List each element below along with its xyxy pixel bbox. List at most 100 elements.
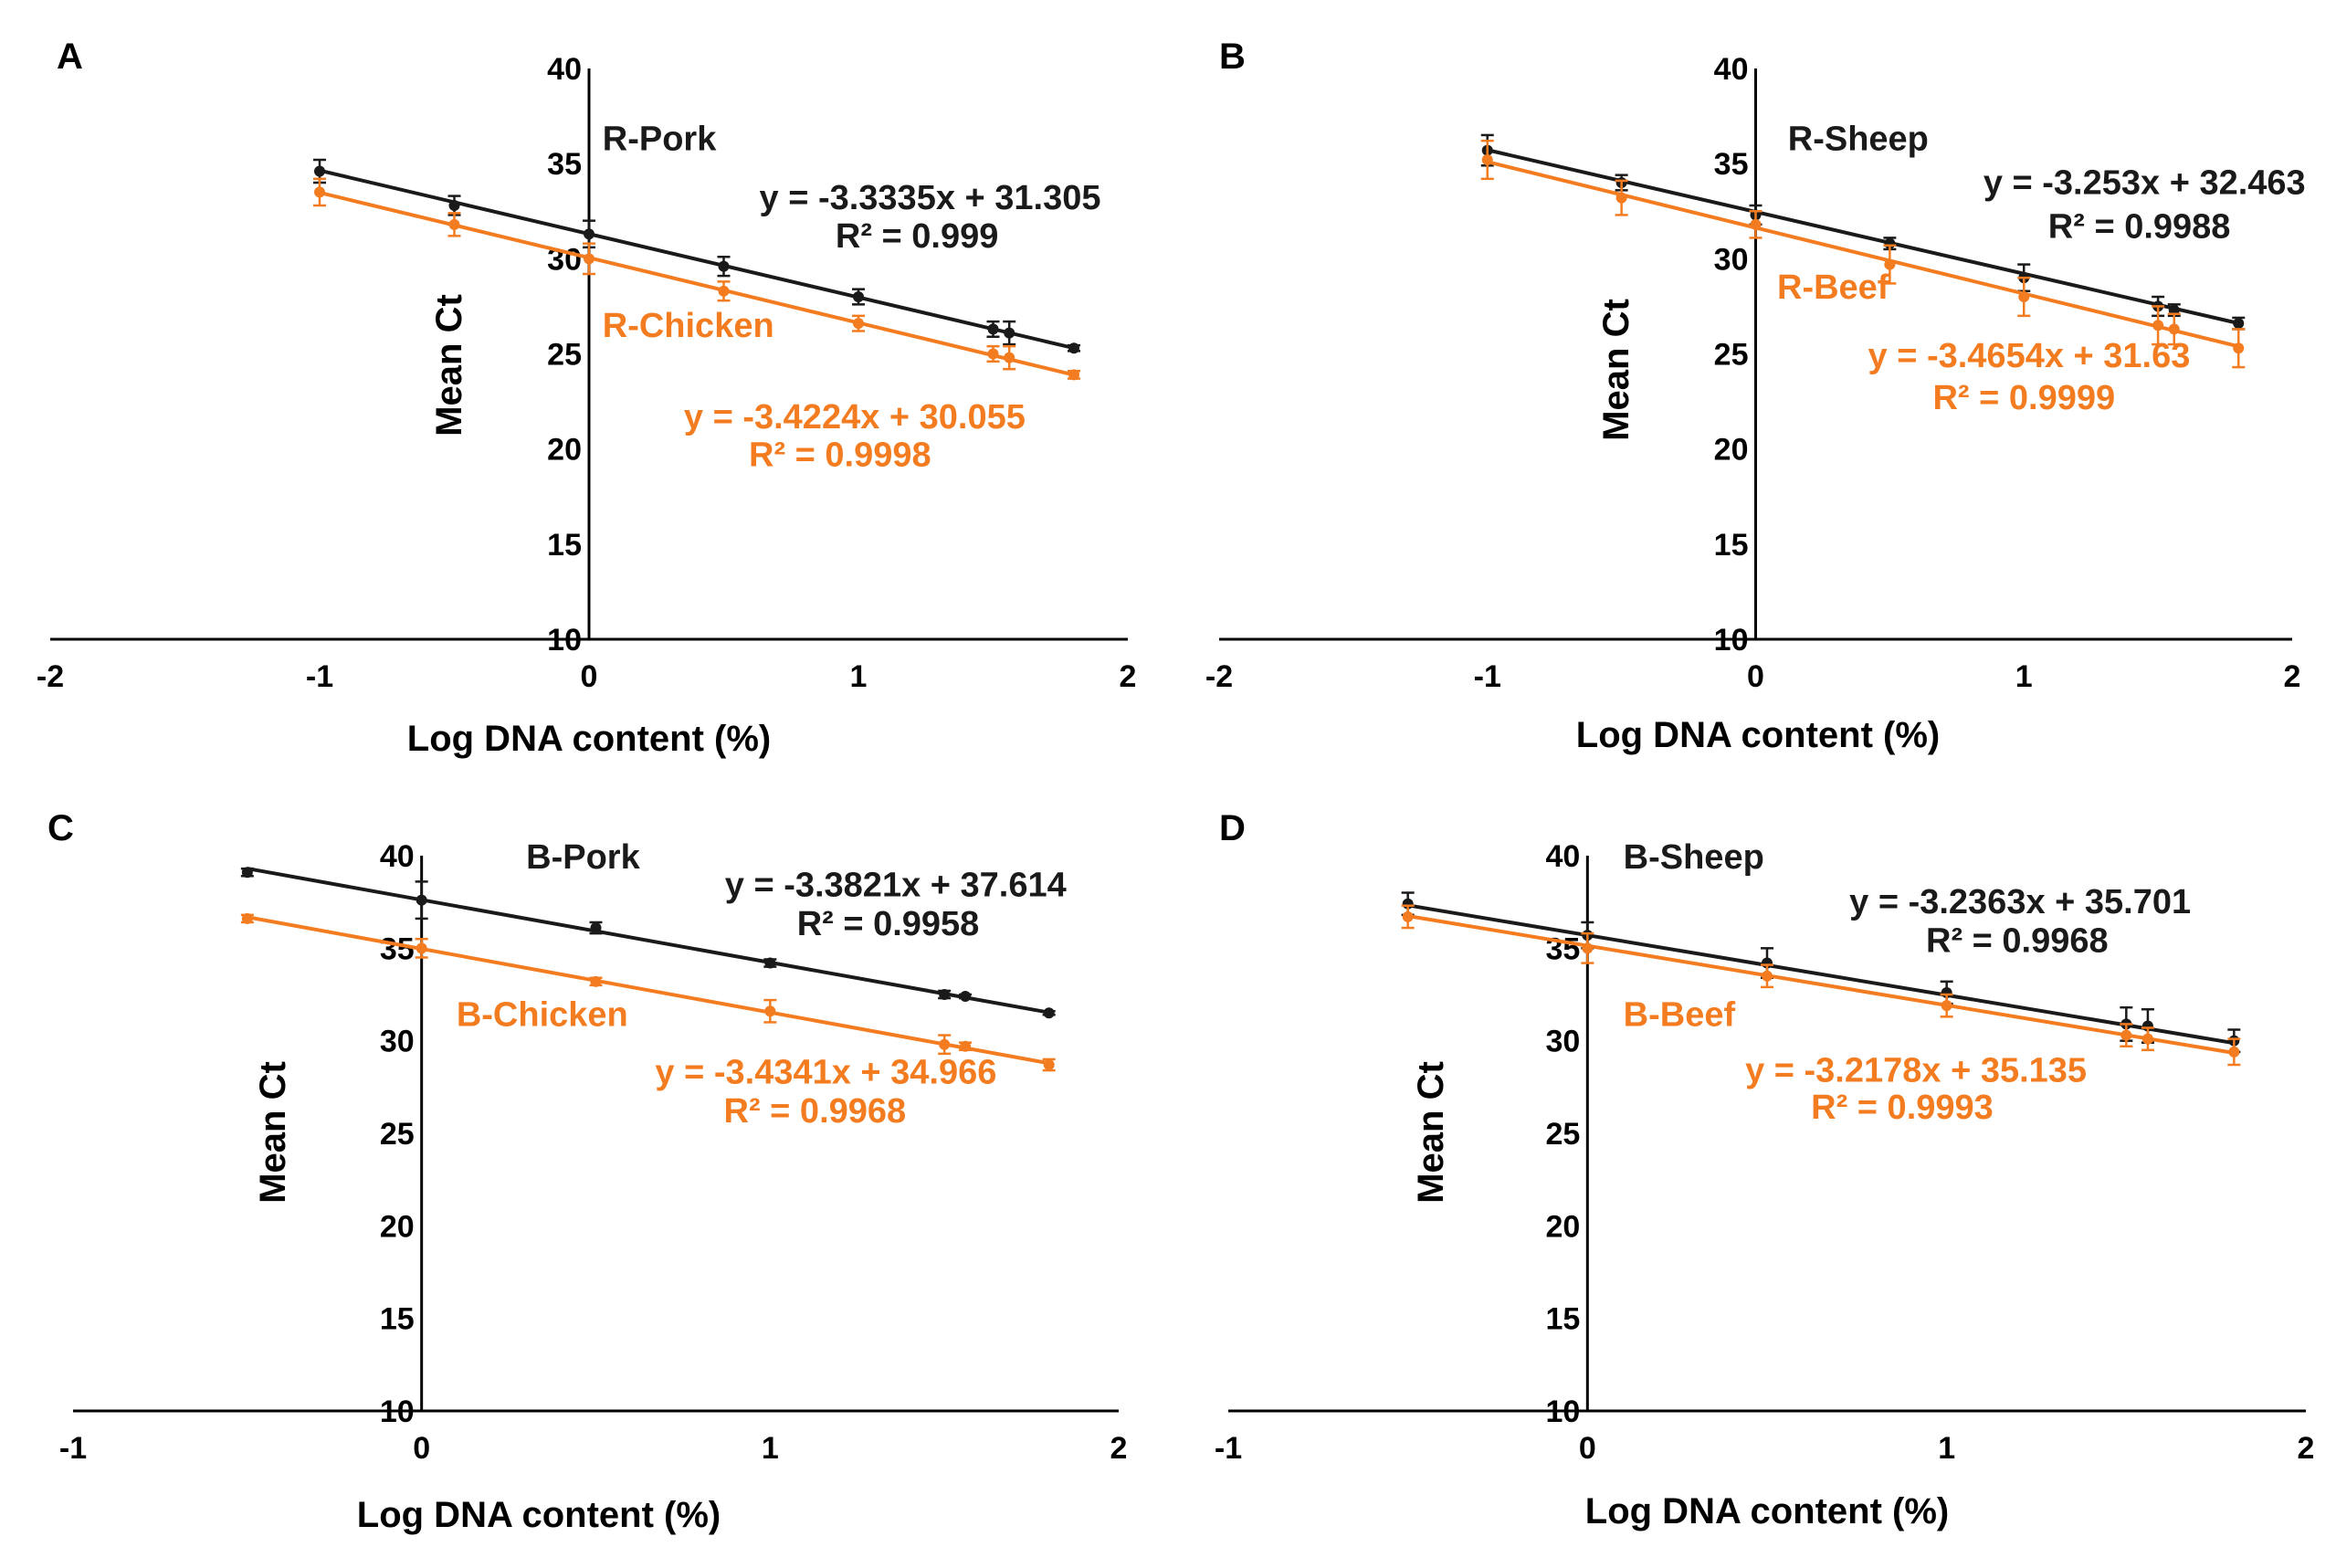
b-beef-marker xyxy=(2141,1033,2153,1045)
panel-d-letter: D xyxy=(1219,808,1246,848)
b-chicken-marker xyxy=(416,942,427,954)
r-beef-data-point xyxy=(1883,244,1897,285)
panel-b-x-tick-label: -2 xyxy=(1205,659,1233,694)
b-pork-marker xyxy=(939,989,951,1000)
b-chicken-data-point xyxy=(938,1034,952,1056)
b-chicken-marker xyxy=(241,912,253,924)
r-pork-marker xyxy=(1004,327,1015,339)
panel-c-y-tick-label: 20 xyxy=(380,1209,415,1244)
panel-b-y-tick-label: 15 xyxy=(1714,528,1749,563)
b-chicken-data-point xyxy=(1042,1058,1056,1072)
panel-a-y-tick-label: 20 xyxy=(547,433,582,468)
panel-c-y-tick-label: 25 xyxy=(380,1117,415,1152)
b-beef-data-point xyxy=(1581,931,1594,964)
b-chicken-r-squared: R² = 0.9968 xyxy=(724,1092,907,1131)
r-sheep-series-label: R-Sheep xyxy=(1788,121,1929,159)
panel-d-y-tick-label: 10 xyxy=(1546,1394,1581,1429)
b-pork-marker xyxy=(960,991,972,1003)
r-pork-trendline xyxy=(319,168,1075,351)
panel-c-x-tick-label: -1 xyxy=(59,1431,87,1466)
panel-c: C Log DNA content (%) Mean Ct -1 0 1 2 10 15 2… xyxy=(47,808,1127,1535)
panel-c-x-axis-title: Log DNA content (%) xyxy=(357,1495,721,1535)
b-pork-marker xyxy=(590,922,602,934)
b-beef-data-point xyxy=(1401,904,1415,930)
panel-a-y-tick-label: 35 xyxy=(547,147,582,182)
r-pork-data-point xyxy=(986,320,1000,338)
b-beef-marker xyxy=(1582,942,1594,954)
b-chicken-data-point xyxy=(589,975,603,987)
r-chicken-series-label: R-Chicken xyxy=(603,307,774,345)
r-beef-data-point xyxy=(2167,312,2181,346)
panel-a-x-tick-label: -2 xyxy=(37,659,64,694)
panel-d-y-tick-label: 15 xyxy=(1546,1302,1581,1337)
r-chicken-marker xyxy=(584,253,595,265)
b-beef-r-squared: R² = 0.9993 xyxy=(1811,1089,1994,1127)
panel-c-y-tick-label: 35 xyxy=(380,931,415,966)
r-chicken-marker xyxy=(987,348,999,360)
r-pork-marker xyxy=(718,260,730,272)
panel-a-y-tick-label: 25 xyxy=(547,338,582,373)
b-pork-r-squared: R² = 0.9958 xyxy=(797,905,980,943)
r-beef-series-label: R-Beef xyxy=(1777,268,1889,307)
panel-a-y-axis-title: Mean Ct xyxy=(429,294,469,437)
panel-b-x-tick-label: -1 xyxy=(1474,659,1501,694)
panel-d-x-axis-title: Log DNA content (%) xyxy=(1585,1491,1949,1531)
b-chicken-data-point xyxy=(959,1040,973,1052)
panel-b-x-tick-label: 1 xyxy=(2015,659,2033,694)
b-beef-data-point xyxy=(1761,963,1773,989)
panel-a-y-tick-label: 10 xyxy=(547,623,582,658)
b-sheep-trendline xyxy=(1407,903,2235,1046)
panel-a: A Log DNA content (%) Mean Ct -2 -1 0 1 2 10 1… xyxy=(37,37,1137,759)
r-chicken-marker xyxy=(448,218,460,230)
panel-a-x-axis-title: Log DNA content (%) xyxy=(407,719,771,759)
b-chicken-data-point xyxy=(240,912,254,924)
r-chicken-data-point xyxy=(313,177,326,207)
b-pork-data-point xyxy=(589,921,603,935)
r-sheep-trendline xyxy=(1487,148,2239,325)
r-chicken-r-squared: R² = 0.9998 xyxy=(749,436,931,474)
b-pork-data-point xyxy=(763,957,777,969)
b-chicken-marker xyxy=(764,1005,776,1017)
r-chicken-marker xyxy=(1004,352,1015,363)
panel-c-letter: C xyxy=(47,808,74,848)
r-pork-data-point xyxy=(1003,320,1016,346)
b-beef-data-point xyxy=(1940,993,1953,1018)
r-chicken-data-point xyxy=(852,314,865,332)
r-chicken-trendline xyxy=(319,190,1075,377)
r-pork-series-label: R-Pork xyxy=(603,121,717,159)
b-chicken-marker xyxy=(939,1038,951,1050)
r-pork-marker xyxy=(1068,342,1079,354)
b-pork-data-point xyxy=(1042,1007,1056,1019)
b-chicken-equation: y = -3.4341x + 34.966 xyxy=(655,1053,996,1091)
r-chicken-data-point xyxy=(986,344,1000,363)
panel-d-x-tick-label: 0 xyxy=(1579,1431,1596,1466)
r-pork-marker xyxy=(584,228,595,240)
r-pork-marker xyxy=(314,165,325,177)
b-pork-data-point xyxy=(959,991,973,1003)
r-pork-marker xyxy=(448,200,460,211)
r-beef-marker xyxy=(2152,320,2164,331)
b-beef-marker xyxy=(1402,910,1414,922)
b-chicken-data-point xyxy=(415,937,428,959)
r-chicken-data-point xyxy=(447,212,461,237)
b-pork-series-label: B-Pork xyxy=(526,838,640,877)
r-beef-data-point xyxy=(1615,179,1628,216)
r-pork-r-squared: R² = 0.999 xyxy=(836,217,999,256)
panel-c-y-tick-label: 40 xyxy=(380,839,415,874)
panel-b: B Log DNA content (%) Mean Ct -2 -1 0 1 2 10 1… xyxy=(1205,37,2306,755)
r-pork-marker xyxy=(987,323,999,335)
panel-b-y-axis-title: Mean Ct xyxy=(1596,299,1636,441)
panel-a-x-tick-label: -1 xyxy=(306,659,333,694)
r-beef-marker xyxy=(2168,323,2180,335)
r-beef-data-point xyxy=(2017,276,2031,318)
r-sheep-equation: y = -3.253x + 32.463 xyxy=(1983,164,2306,203)
panel-b-y-tick-label: 20 xyxy=(1714,433,1749,468)
b-chicken-marker xyxy=(960,1040,972,1052)
b-beef-data-point xyxy=(2227,1037,2241,1067)
panel-b-y-tick-label: 40 xyxy=(1714,52,1749,87)
panel-d-y-tick-label: 35 xyxy=(1546,931,1581,966)
b-beef-marker xyxy=(1762,970,1773,982)
r-chicken-data-point xyxy=(1003,344,1016,371)
panel-b-y-tick-label: 10 xyxy=(1714,623,1749,658)
